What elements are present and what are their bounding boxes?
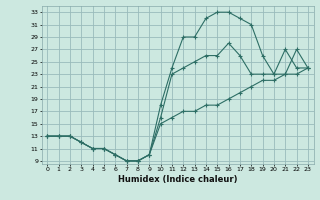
X-axis label: Humidex (Indice chaleur): Humidex (Indice chaleur) — [118, 175, 237, 184]
